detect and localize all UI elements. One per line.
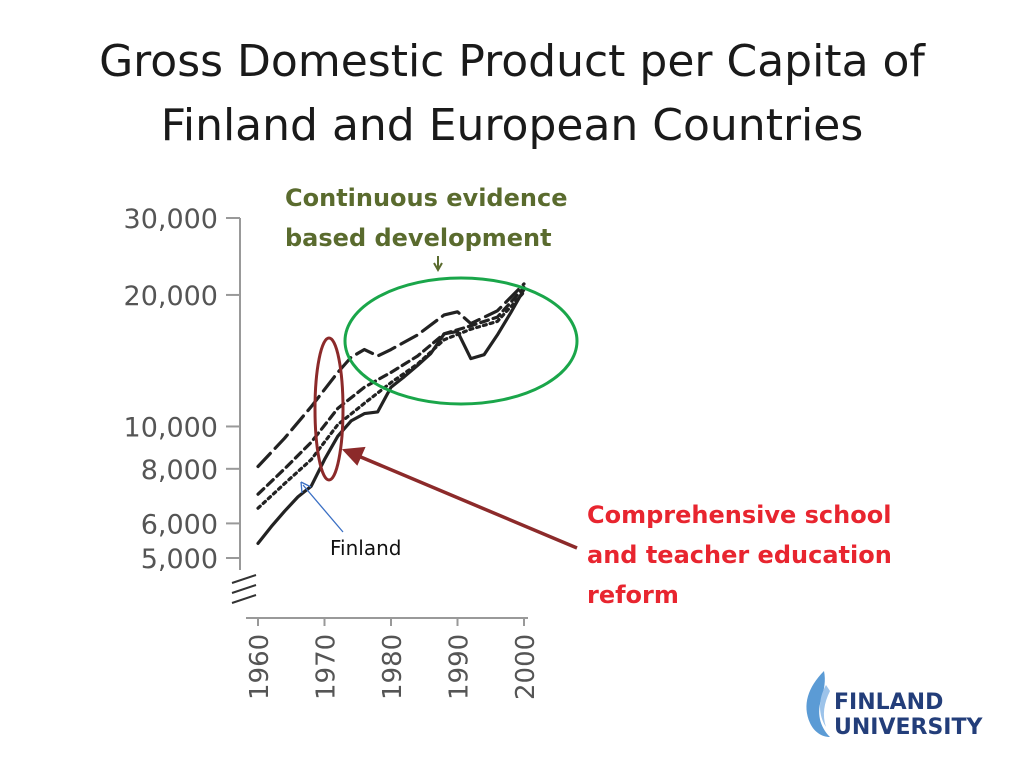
- logo-text: FINLAND UNIVERSITY: [834, 690, 982, 740]
- reform-highlight-ellipse: [313, 336, 345, 482]
- y-tick-label: 10,000: [124, 412, 218, 443]
- series-line-comparison-3: [256, 282, 526, 469]
- evidence-annotation-line-2: based development: [285, 224, 552, 252]
- y-tick-label: 6,000: [141, 509, 218, 540]
- series-line-comparison-1: [256, 290, 526, 510]
- y-tick-label: 8,000: [141, 455, 218, 486]
- flame-inner-icon: [820, 685, 830, 727]
- axis-break-mark: [231, 574, 257, 604]
- x-tick-label: 1960: [245, 634, 275, 700]
- logo-text-line-2: UNIVERSITY: [834, 715, 983, 740]
- x-tick-label: 1980: [378, 634, 408, 700]
- y-tick-label: 20,000: [124, 281, 218, 312]
- finland-series-label: Finland: [330, 536, 402, 560]
- reform-annotation-line-1: Comprehensive school: [587, 501, 892, 529]
- finland-pointer-arrow: [302, 484, 344, 533]
- finland-university-logo: [806, 671, 830, 737]
- slide-title: Gross Domestic Product per Capita of Fin…: [0, 30, 1024, 158]
- evidence-pointer-arrow: [433, 256, 443, 273]
- reform-pointer-arrow: [355, 453, 578, 550]
- evidence-annotation-line-1: Continuous evidence: [285, 184, 568, 212]
- chart-series: [256, 282, 526, 545]
- slide-title-line-2: Finland and European Countries: [160, 100, 864, 151]
- y-tick-label: 30,000: [124, 204, 218, 235]
- x-tick-label: 1990: [445, 634, 475, 700]
- y-tick-label: 5,000: [141, 544, 218, 575]
- x-tick-label: 2000: [511, 634, 541, 700]
- series-line-comparison-2: [256, 285, 526, 496]
- series-line-finland: [256, 287, 526, 545]
- chart-axes: 30,000 20,000 10,000 8,000 6,000 5,000 1960 197…: [124, 204, 541, 700]
- slide-title-line-1: Gross Domestic Product per Capita of: [99, 36, 925, 87]
- chart-annotations: [300, 256, 579, 550]
- finland-pointer-arrowhead: [300, 481, 312, 494]
- x-tick-label: 1970: [312, 634, 342, 700]
- reform-pointer-arrowhead: [341, 446, 366, 466]
- logo-text-line-1: FINLAND: [834, 690, 944, 715]
- evidence-highlight-ellipse: [343, 276, 579, 406]
- reform-annotation: Comprehensive school and teacher educati…: [587, 495, 892, 615]
- flame-icon: [806, 671, 830, 737]
- reform-annotation-line-3: reform: [587, 581, 679, 609]
- reform-annotation-line-2: and teacher education: [587, 541, 892, 569]
- evidence-annotation: Continuous evidence based development: [285, 178, 567, 258]
